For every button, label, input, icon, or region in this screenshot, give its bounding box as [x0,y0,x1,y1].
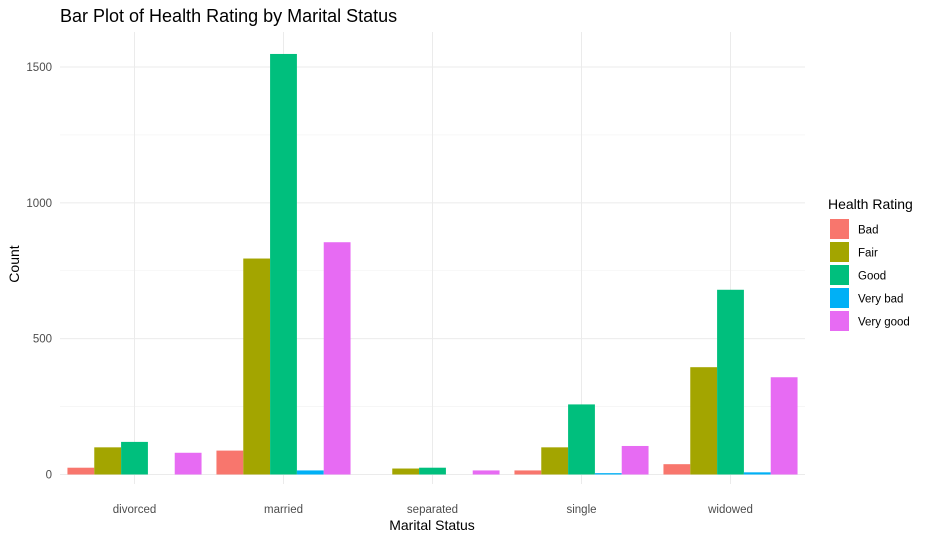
bar-single-bad [514,470,542,475]
x-tick-label: widowed [707,504,753,516]
bar-married-fair [243,258,271,475]
legend-key-fair [830,242,849,262]
legend-label: Very bad [858,294,903,306]
y-tick-label: 500 [33,334,52,346]
bar-separated-fair [392,468,420,475]
y-axis-title: Count [6,245,22,282]
bar-married-good [270,53,297,475]
x-tick-label: single [566,504,596,516]
bar-widowed-very-good [770,377,798,475]
bar-married-very-bad [296,470,324,475]
bars [67,53,798,475]
bar-separated-very-good [472,470,500,475]
y-axis-ticks: 0 500 1000 1500 [26,62,52,482]
x-axis-ticks: divorced married separated single widowed [113,504,753,516]
legend: Health Rating Bad Fair Good Very bad Very go… [828,196,913,331]
x-tick-label: divorced [113,504,156,516]
bar-widowed-very-bad [743,472,771,475]
bar-divorced-bad [67,467,95,475]
bar-single-good [568,404,595,475]
legend-label: Good [858,271,886,283]
bar-single-very-bad [594,473,622,475]
bar-widowed-good [717,289,744,475]
chart-title: Bar Plot of Health Rating by Marital Sta… [60,6,397,26]
bar-single-fair [541,447,569,475]
legend-key-very-good [830,311,849,331]
x-tick-label: married [264,504,303,516]
legend-label: Bad [858,225,878,237]
bar-married-bad [216,450,244,475]
bar-widowed-fair [690,367,718,475]
x-axis-title: Marital Status [389,517,475,533]
y-tick-label: 1500 [26,62,52,74]
bar-widowed-bad [663,464,691,475]
bar-divorced-good [121,441,148,475]
bar-separated-good [419,467,446,475]
bar-single-very-good [621,445,649,475]
bar-married-very-good [323,242,351,475]
legend-label: Fair [858,248,878,260]
legend-title: Health Rating [828,196,913,212]
legend-key-very-bad [830,288,849,308]
legend-key-good [830,265,849,285]
legend-key-bad [830,219,849,239]
legend-items: Bad Fair Good Very bad Very good [830,219,910,331]
y-tick-label: 0 [46,470,52,482]
x-tick-label: separated [407,504,458,516]
y-tick-label: 1000 [26,198,52,210]
bar-divorced-fair [94,447,122,475]
legend-label: Very good [858,317,910,329]
bar-divorced-very-good [174,452,202,475]
